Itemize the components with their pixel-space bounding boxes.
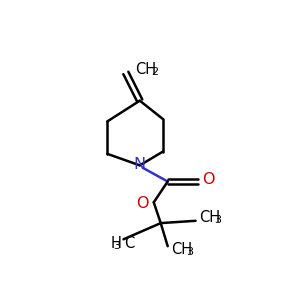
Text: CH: CH: [171, 242, 192, 257]
Text: 3: 3: [214, 214, 221, 225]
Text: 2: 2: [151, 67, 158, 77]
Text: CH: CH: [135, 62, 156, 77]
Text: CH: CH: [199, 210, 220, 225]
Text: O: O: [136, 196, 148, 211]
Text: H: H: [110, 236, 121, 251]
Text: C: C: [124, 236, 134, 251]
Text: N: N: [134, 157, 146, 172]
Text: O: O: [202, 172, 214, 187]
Text: 3: 3: [186, 247, 193, 257]
Text: 3: 3: [113, 241, 120, 251]
